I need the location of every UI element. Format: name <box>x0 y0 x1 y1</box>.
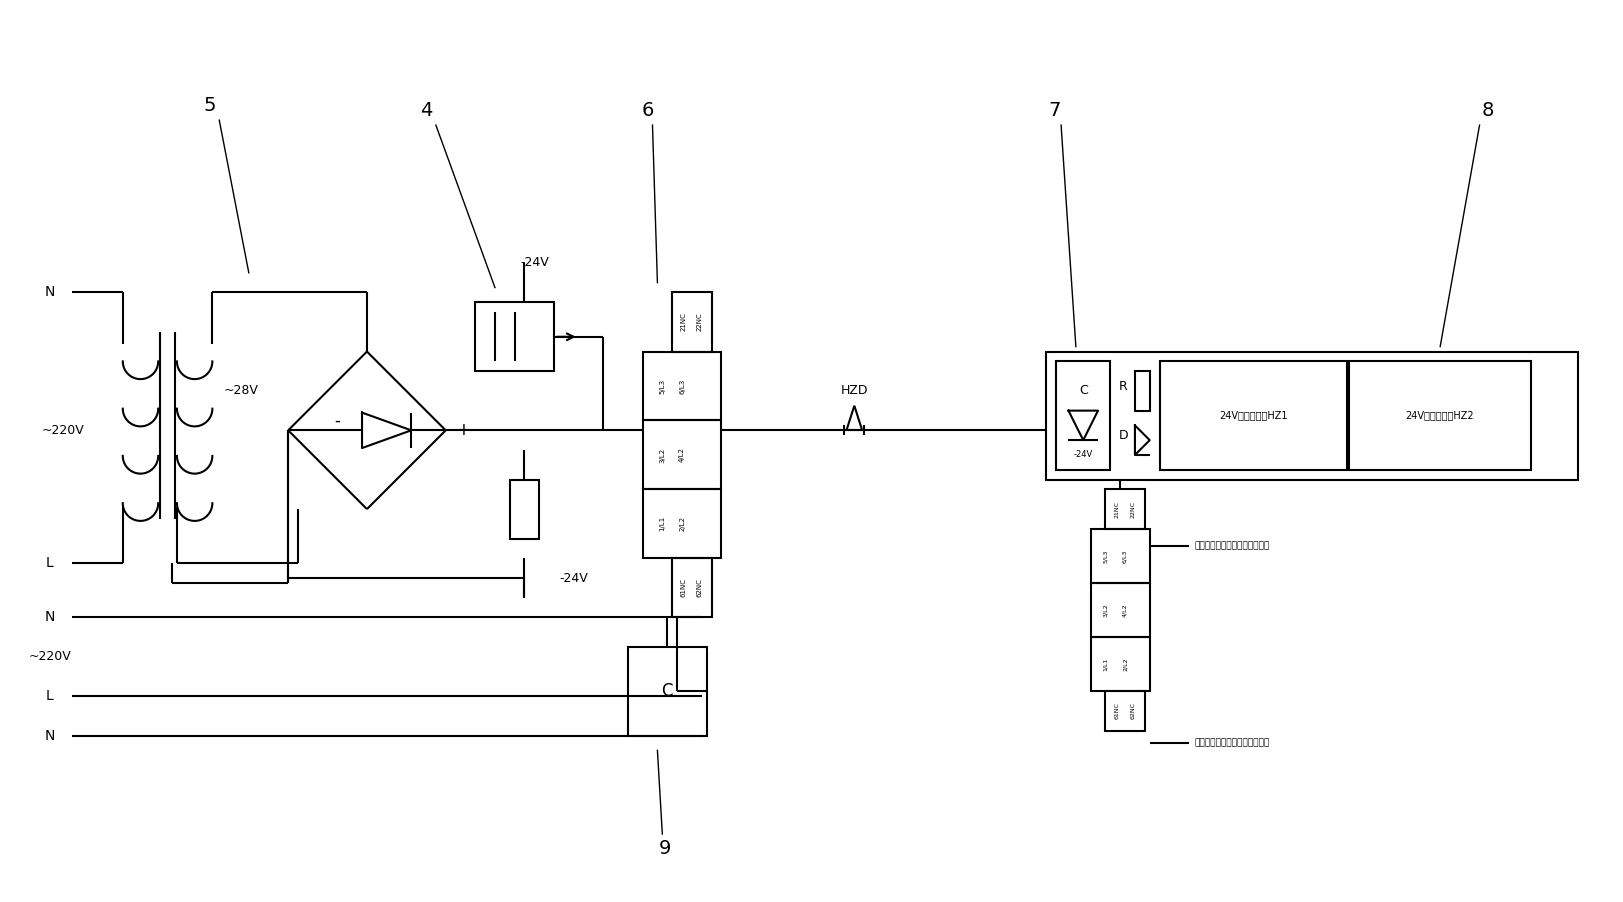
Text: 此互锁点互锁左回转电机链电器: 此互锁点互锁左回转电机链电器 <box>1195 739 1269 748</box>
Text: 2/L2: 2/L2 <box>1123 658 1128 671</box>
Text: L: L <box>45 689 54 704</box>
Text: 7: 7 <box>1048 101 1060 120</box>
Text: 24V回转制动器HZ2: 24V回转制动器HZ2 <box>1406 410 1474 420</box>
Text: 8: 8 <box>1482 101 1493 120</box>
Text: -: - <box>334 411 341 429</box>
Text: 62NC: 62NC <box>696 578 703 597</box>
Text: N: N <box>45 285 55 299</box>
Bar <box>510 480 539 538</box>
Text: 1/L1: 1/L1 <box>1104 658 1109 671</box>
Bar <box>643 352 721 420</box>
Text: 24V回转制动器HZ1: 24V回转制动器HZ1 <box>1219 410 1287 420</box>
Text: 5: 5 <box>203 96 216 115</box>
Bar <box>1091 529 1149 583</box>
Text: 61NC: 61NC <box>682 578 687 597</box>
Bar <box>1047 352 1578 480</box>
Text: C: C <box>1079 384 1087 398</box>
Text: 6/L3: 6/L3 <box>1123 549 1128 563</box>
Text: 2/L2: 2/L2 <box>678 516 685 531</box>
Text: 6: 6 <box>641 101 654 120</box>
Text: ~28V: ~28V <box>224 384 258 398</box>
Text: L: L <box>45 557 54 570</box>
Text: 21NC: 21NC <box>682 313 687 331</box>
Text: 4: 4 <box>420 101 432 120</box>
Text: 22NC: 22NC <box>1131 501 1136 518</box>
Text: 61NC: 61NC <box>1115 703 1120 720</box>
Text: 此互锁点互锁右回转电机链电器: 此互锁点互锁右回转电机链电器 <box>1195 541 1269 550</box>
Text: 4/L2: 4/L2 <box>1123 603 1128 617</box>
Text: +: + <box>456 421 471 439</box>
Bar <box>643 420 721 490</box>
Bar <box>1105 691 1144 731</box>
Text: ~220V: ~220V <box>42 424 84 437</box>
Bar <box>672 558 711 617</box>
Bar <box>1091 637 1149 691</box>
Text: 22NC: 22NC <box>696 313 703 331</box>
Bar <box>643 490 721 558</box>
Bar <box>1134 372 1149 410</box>
Text: 1/L1: 1/L1 <box>659 516 665 531</box>
Bar <box>1105 490 1144 529</box>
Text: 5/L3: 5/L3 <box>659 379 665 393</box>
Bar <box>628 647 706 735</box>
Text: ~220V: ~220V <box>29 650 71 663</box>
Text: C: C <box>662 682 674 700</box>
Bar <box>1057 362 1110 470</box>
Text: 6/L3: 6/L3 <box>678 379 685 393</box>
Bar <box>1159 362 1347 470</box>
Bar <box>1091 583 1149 637</box>
Text: D: D <box>1118 428 1128 442</box>
Text: N: N <box>45 729 55 742</box>
Bar <box>672 292 711 352</box>
Text: HZD: HZD <box>841 384 868 398</box>
Bar <box>476 302 553 372</box>
Text: R: R <box>1118 380 1128 392</box>
Text: 21NC: 21NC <box>1115 501 1120 518</box>
Bar <box>1349 362 1530 470</box>
Text: -24V: -24V <box>1074 450 1092 459</box>
Text: 3/L2: 3/L2 <box>659 447 665 463</box>
Text: 4/L2: 4/L2 <box>678 447 685 463</box>
Text: 62NC: 62NC <box>1131 703 1136 720</box>
Text: -24V: -24V <box>558 572 588 584</box>
Text: N: N <box>45 611 55 624</box>
Text: 9: 9 <box>659 839 672 859</box>
Text: 3/L2: 3/L2 <box>1104 603 1109 617</box>
Text: -24V: -24V <box>519 256 549 270</box>
Text: 5/L3: 5/L3 <box>1104 549 1109 563</box>
